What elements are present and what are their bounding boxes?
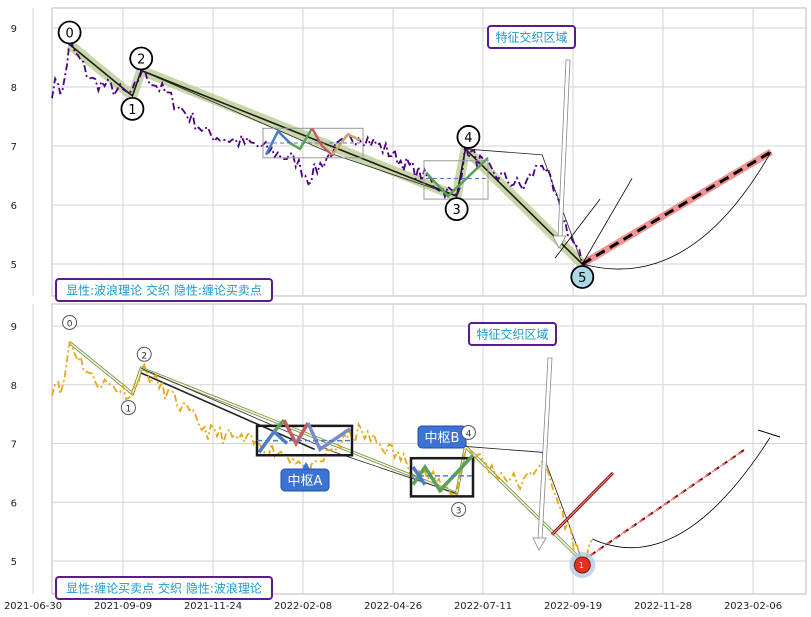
y-tick-label: 5 — [11, 557, 17, 568]
sub-wave — [306, 422, 351, 452]
wave-marker — [120, 400, 136, 416]
target-arc — [592, 437, 771, 548]
wave-label: 0 — [67, 319, 73, 329]
region-label-box — [487, 25, 576, 49]
pivot-b-label: 中枢B — [425, 431, 460, 446]
wave-label: 4 — [464, 131, 472, 146]
wave-label: 5 — [578, 271, 586, 286]
price-series — [51, 340, 593, 568]
price-series — [51, 37, 592, 266]
y-tick-label: 9 — [11, 322, 17, 333]
wave-line — [69, 43, 583, 265]
wave-label: 1 — [128, 103, 136, 118]
wave-label: 4 — [466, 429, 472, 439]
pivot-a-pointer — [302, 462, 310, 469]
wave-marker — [570, 265, 595, 289]
buy-point-label: 1 — [579, 561, 584, 570]
x-tick-label: 2022-02-08 — [274, 601, 332, 612]
wave-label: 2 — [137, 52, 145, 67]
x-tick-label: 2022-07-11 — [454, 601, 512, 612]
wave-marker — [444, 197, 469, 222]
pivot-box-b — [409, 456, 475, 498]
x-tick-label: 2022-11-28 — [634, 601, 692, 612]
wave-label: 1 — [126, 405, 132, 415]
wave-marker — [57, 20, 82, 45]
x-tick-label: 2022-04-26 — [364, 601, 422, 612]
sub-wave — [310, 127, 333, 156]
wave-label: 3 — [453, 203, 461, 218]
wave-marker — [136, 346, 152, 362]
x-tick-label: 2021-11-24 — [184, 601, 242, 612]
target-line — [581, 150, 772, 266]
y-tick-label: 7 — [11, 440, 17, 451]
target-line-inner — [581, 448, 746, 562]
wave-marker — [451, 501, 467, 517]
projection-band-inner — [551, 472, 614, 535]
sub-wave — [331, 132, 361, 156]
sub-wave — [272, 418, 286, 433]
trend-line — [465, 148, 583, 265]
wave-label: 0 — [65, 27, 73, 42]
trend-line — [141, 70, 457, 197]
trend-line — [140, 372, 315, 451]
region-label: 特征交织区域 — [495, 30, 567, 45]
wave-marker — [120, 96, 145, 121]
y-tick-label: 8 — [11, 381, 17, 392]
region-arrow-head — [552, 235, 567, 249]
panel-label: 显性:缠论买卖点 交织 隐性:波浪理论 — [66, 581, 262, 596]
wave-label: 3 — [456, 506, 462, 516]
buy-point-marker — [573, 556, 591, 574]
region-label: 特征交织区域 — [476, 327, 548, 342]
plot-area — [51, 7, 807, 297]
wave-label: 2 — [141, 351, 147, 361]
panel-label-box — [55, 576, 273, 600]
sub-wave — [282, 419, 310, 448]
sub-wave — [264, 129, 291, 156]
y-tick-label: 6 — [11, 498, 17, 509]
panel-label: 显性:波浪理论 交织 隐性:缠论买卖点 — [66, 283, 262, 298]
wave-marker — [62, 314, 78, 330]
y-tick-label: 8 — [11, 83, 17, 94]
x-tick-label: 2023-02-06 — [724, 601, 782, 612]
x-tick-label: 2021-09-09 — [94, 601, 152, 612]
x-axis: 2021-06-30 2021-09-09 2021-11-24 2022-02-08… — [4, 601, 782, 612]
target-cap — [757, 429, 781, 438]
target-arc — [582, 151, 772, 270]
sub-wave — [289, 127, 314, 151]
region-arrow-head — [532, 537, 547, 551]
y-tick-label: 7 — [11, 142, 17, 153]
wave-marker — [129, 46, 154, 71]
wave-band-inner — [69, 341, 583, 562]
x-tick-label: 2022-09-19 — [544, 601, 602, 612]
panel-label-box — [55, 278, 273, 302]
pivot-a-label: 中枢A — [288, 474, 323, 489]
y-tick-label: 6 — [11, 201, 17, 212]
wave-marker — [460, 424, 476, 440]
y-tick-label: 5 — [11, 260, 17, 271]
region-label-box — [468, 322, 557, 346]
x-tick-label: 2021-06-30 — [4, 601, 62, 612]
projection-line — [554, 198, 601, 259]
sub-wave — [425, 156, 489, 198]
projection-line — [581, 178, 633, 265]
plot-area — [51, 303, 807, 595]
y-tick-label: 9 — [11, 24, 17, 35]
wave-marker — [456, 125, 481, 149]
